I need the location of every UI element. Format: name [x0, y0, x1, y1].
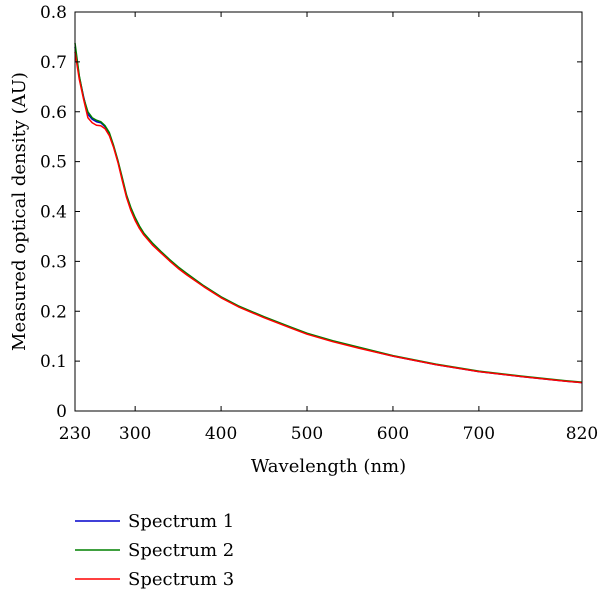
- y-tick-label: 0.8: [40, 3, 67, 23]
- series-line-3: [74, 51, 583, 384]
- x-tick-label: 700: [463, 424, 495, 444]
- y-tick-label: 0.3: [40, 252, 67, 272]
- y-tick-label: 0.7: [40, 53, 67, 73]
- x-tick-label: 500: [291, 424, 323, 444]
- legend-label-1: Spectrum 1: [128, 511, 234, 532]
- x-tick-label: 400: [205, 424, 237, 444]
- y-tick-label: 0: [56, 402, 67, 422]
- legend-label-2: Spectrum 2: [128, 540, 234, 561]
- axes: [74, 11, 583, 412]
- y-tick-label: 0.5: [40, 153, 67, 173]
- x-tick-label: 300: [119, 424, 151, 444]
- y-tick-label: 0.6: [40, 103, 67, 123]
- y-tick-label: 0.1: [40, 352, 67, 372]
- plot-frame: [74, 11, 583, 412]
- x-tick-label: 600: [377, 424, 409, 444]
- x-tick-label: 820: [566, 424, 598, 444]
- tick-labels: 230 300 400 500 600 700 820 0 0.1 0.2 0.3 0.4 0.5 0.6…: [40, 3, 598, 444]
- series-lines: [74, 42, 583, 384]
- legend-label-3: Spectrum 3: [128, 569, 234, 590]
- tick-marks: [74, 11, 583, 412]
- y-axis-label: Measured optical density (AU): [9, 72, 30, 351]
- x-axis-label: Wavelength (nm): [251, 456, 406, 477]
- y-tick-label: 0.2: [40, 302, 67, 322]
- series-line-2: [74, 42, 583, 383]
- y-tick-label: 0.4: [40, 203, 67, 223]
- x-tick-label: 230: [59, 424, 91, 444]
- legend: Spectrum 1 Spectrum 2 Spectrum 3: [75, 511, 234, 590]
- series-line-1: [74, 46, 583, 384]
